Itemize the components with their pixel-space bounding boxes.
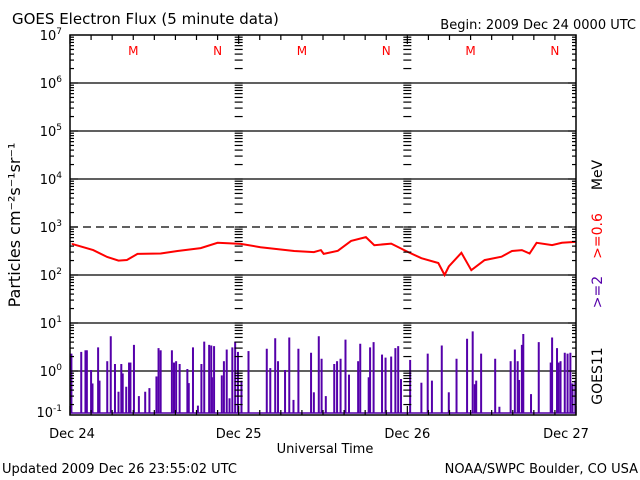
y-tick-base: 10 — [40, 317, 57, 332]
red-series-point — [551, 244, 553, 246]
y-tick-exponent: 5 — [56, 123, 62, 133]
updated-time: Updated 2009 Dec 26 23:55:02 UTC — [2, 462, 237, 477]
x-tick-label: Dec 24 — [49, 427, 95, 442]
red-series-point — [323, 253, 325, 255]
y-tick-base: 10 — [40, 221, 57, 236]
red-series-point — [373, 244, 375, 246]
red-series-point — [529, 252, 531, 255]
red-series-point — [126, 259, 128, 261]
x-tick-label: Dec 27 — [543, 427, 589, 442]
y-tick-base: 10 — [40, 125, 57, 140]
plot-area — [70, 235, 577, 414]
gridlines — [70, 82, 576, 372]
satellite-label: GOES11 — [590, 347, 606, 404]
y-tick-base: 10 — [40, 173, 57, 188]
begin-time: Begin: 2009 Dec 24 0000 UTC — [440, 18, 636, 33]
red-series-point — [500, 256, 503, 258]
y-tick-base: 10 — [40, 77, 57, 92]
y-tick-base: 10 — [40, 365, 57, 380]
red-series-point — [293, 250, 295, 252]
red-series-point — [365, 236, 367, 238]
red-series-point — [92, 249, 94, 251]
y-tick-base: 10 — [40, 29, 57, 44]
red-series-point — [437, 262, 439, 264]
red-series-point — [176, 250, 179, 252]
y-tick-exponent: 2 — [56, 267, 62, 277]
red-series-point — [240, 243, 242, 245]
red-series-point — [536, 242, 538, 244]
red-series-point — [71, 243, 73, 245]
red-series-point — [106, 256, 108, 258]
red-series-point — [350, 240, 352, 242]
y-tick-exponent: 1 — [56, 315, 62, 325]
y-tick-base: 10 — [40, 269, 57, 284]
noon-marker: N — [382, 44, 391, 58]
y-tick-exponent: 3 — [56, 219, 62, 229]
red-series-point — [521, 249, 523, 251]
red-series-point — [511, 250, 513, 252]
unit-label: MeV — [590, 159, 606, 190]
legend-purple-series: >=2 — [590, 276, 606, 308]
y-axis-label: Particles cm⁻²s⁻¹sr⁻¹ — [5, 143, 24, 308]
y-tick-label: 103 — [40, 219, 62, 236]
red-series-point — [320, 249, 322, 251]
red-series-point — [484, 259, 486, 261]
y-tick-exponent: 0 — [56, 363, 62, 373]
y-tick-exponent: 6 — [56, 75, 62, 85]
red-series-point — [160, 252, 162, 255]
y-tick-base: 10 — [36, 406, 53, 421]
red-series-point — [460, 252, 463, 254]
y-tick-label: 106 — [40, 75, 63, 92]
red-series-point — [313, 251, 315, 253]
red-series-point — [448, 265, 450, 268]
midnight-marker: M — [128, 44, 138, 58]
y-tick-exponent: -1 — [53, 404, 62, 414]
red-series-point — [216, 242, 219, 244]
chart-title: GOES Electron Flux (5 minute data) — [12, 10, 279, 28]
red-series-point — [136, 253, 139, 255]
red-series-point — [470, 269, 472, 271]
y-tick-label: 102 — [40, 267, 62, 284]
red-series-point — [200, 247, 202, 249]
y-tick-label: 101 — [40, 315, 62, 332]
plot-frame — [69, 34, 577, 416]
x-tick-label: Dec 25 — [216, 427, 262, 442]
y-tick-exponent: 7 — [56, 27, 62, 37]
x-tick-labels: Dec 24 Dec 25 Dec 26 Dec 27 — [49, 427, 589, 442]
y-tick-label: 107 — [40, 27, 62, 44]
red-series-point — [390, 243, 392, 245]
legend-red-series: >=0.6 — [590, 213, 606, 259]
midnight-marker: M — [465, 44, 475, 58]
x-axis-label: Universal Time — [277, 442, 374, 457]
noon-marker: N — [213, 44, 222, 58]
y-tick-label: 105 — [40, 123, 62, 140]
noon-marker: N — [550, 44, 559, 58]
red-series-point — [420, 257, 422, 259]
red-series-point — [117, 259, 120, 262]
source-credit: NOAA/SWPC Boulder, CO USA — [445, 462, 638, 477]
red-series-point — [443, 274, 446, 276]
red-series-point — [337, 250, 339, 252]
midnight-marker: M — [297, 44, 307, 58]
x-tick-label: Dec 26 — [384, 427, 430, 442]
red-series-line — [71, 235, 576, 278]
y-tick-exponent: 4 — [56, 171, 62, 181]
red-series-point — [561, 242, 563, 244]
y-tick-label: 10-1 — [36, 404, 62, 421]
y-tick-label: 100 — [40, 363, 63, 380]
y-tick-label: 104 — [40, 171, 63, 188]
axes — [69, 34, 577, 416]
red-series-point — [259, 246, 262, 248]
